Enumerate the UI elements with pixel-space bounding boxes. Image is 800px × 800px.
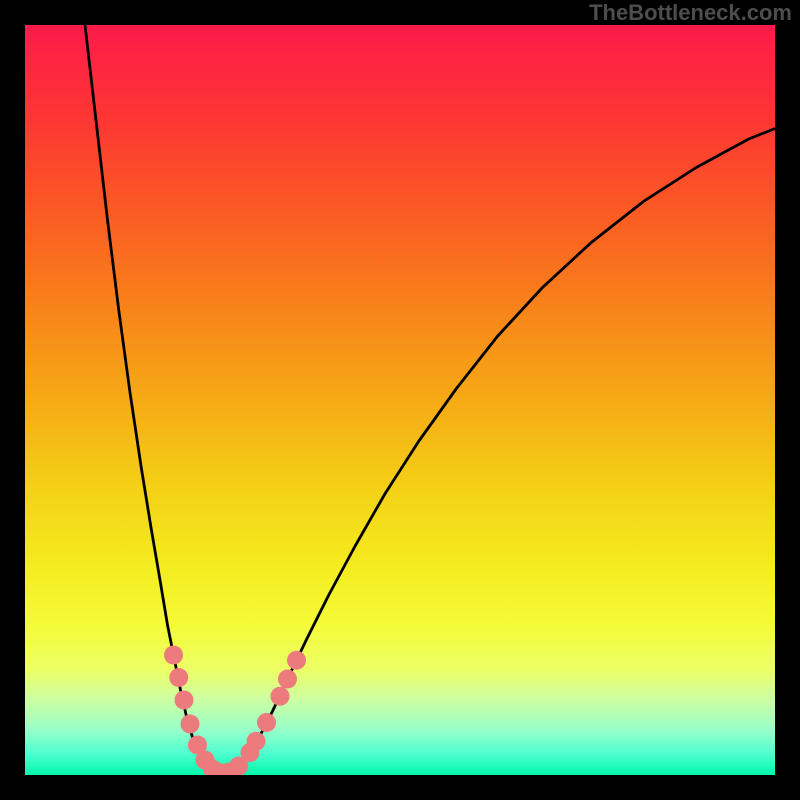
bottleneck-curve	[85, 25, 775, 774]
data-marker	[287, 651, 306, 670]
data-marker	[175, 691, 194, 710]
data-marker	[271, 687, 290, 706]
data-marker	[278, 670, 297, 689]
watermark-text: TheBottleneck.com	[589, 0, 792, 26]
data-marker	[247, 732, 266, 751]
curve-layer	[0, 0, 800, 800]
data-marker	[169, 668, 188, 687]
data-marker	[181, 715, 200, 734]
chart-container: TheBottleneck.com	[0, 0, 800, 800]
data-marker	[164, 646, 183, 665]
data-marker	[257, 713, 276, 732]
